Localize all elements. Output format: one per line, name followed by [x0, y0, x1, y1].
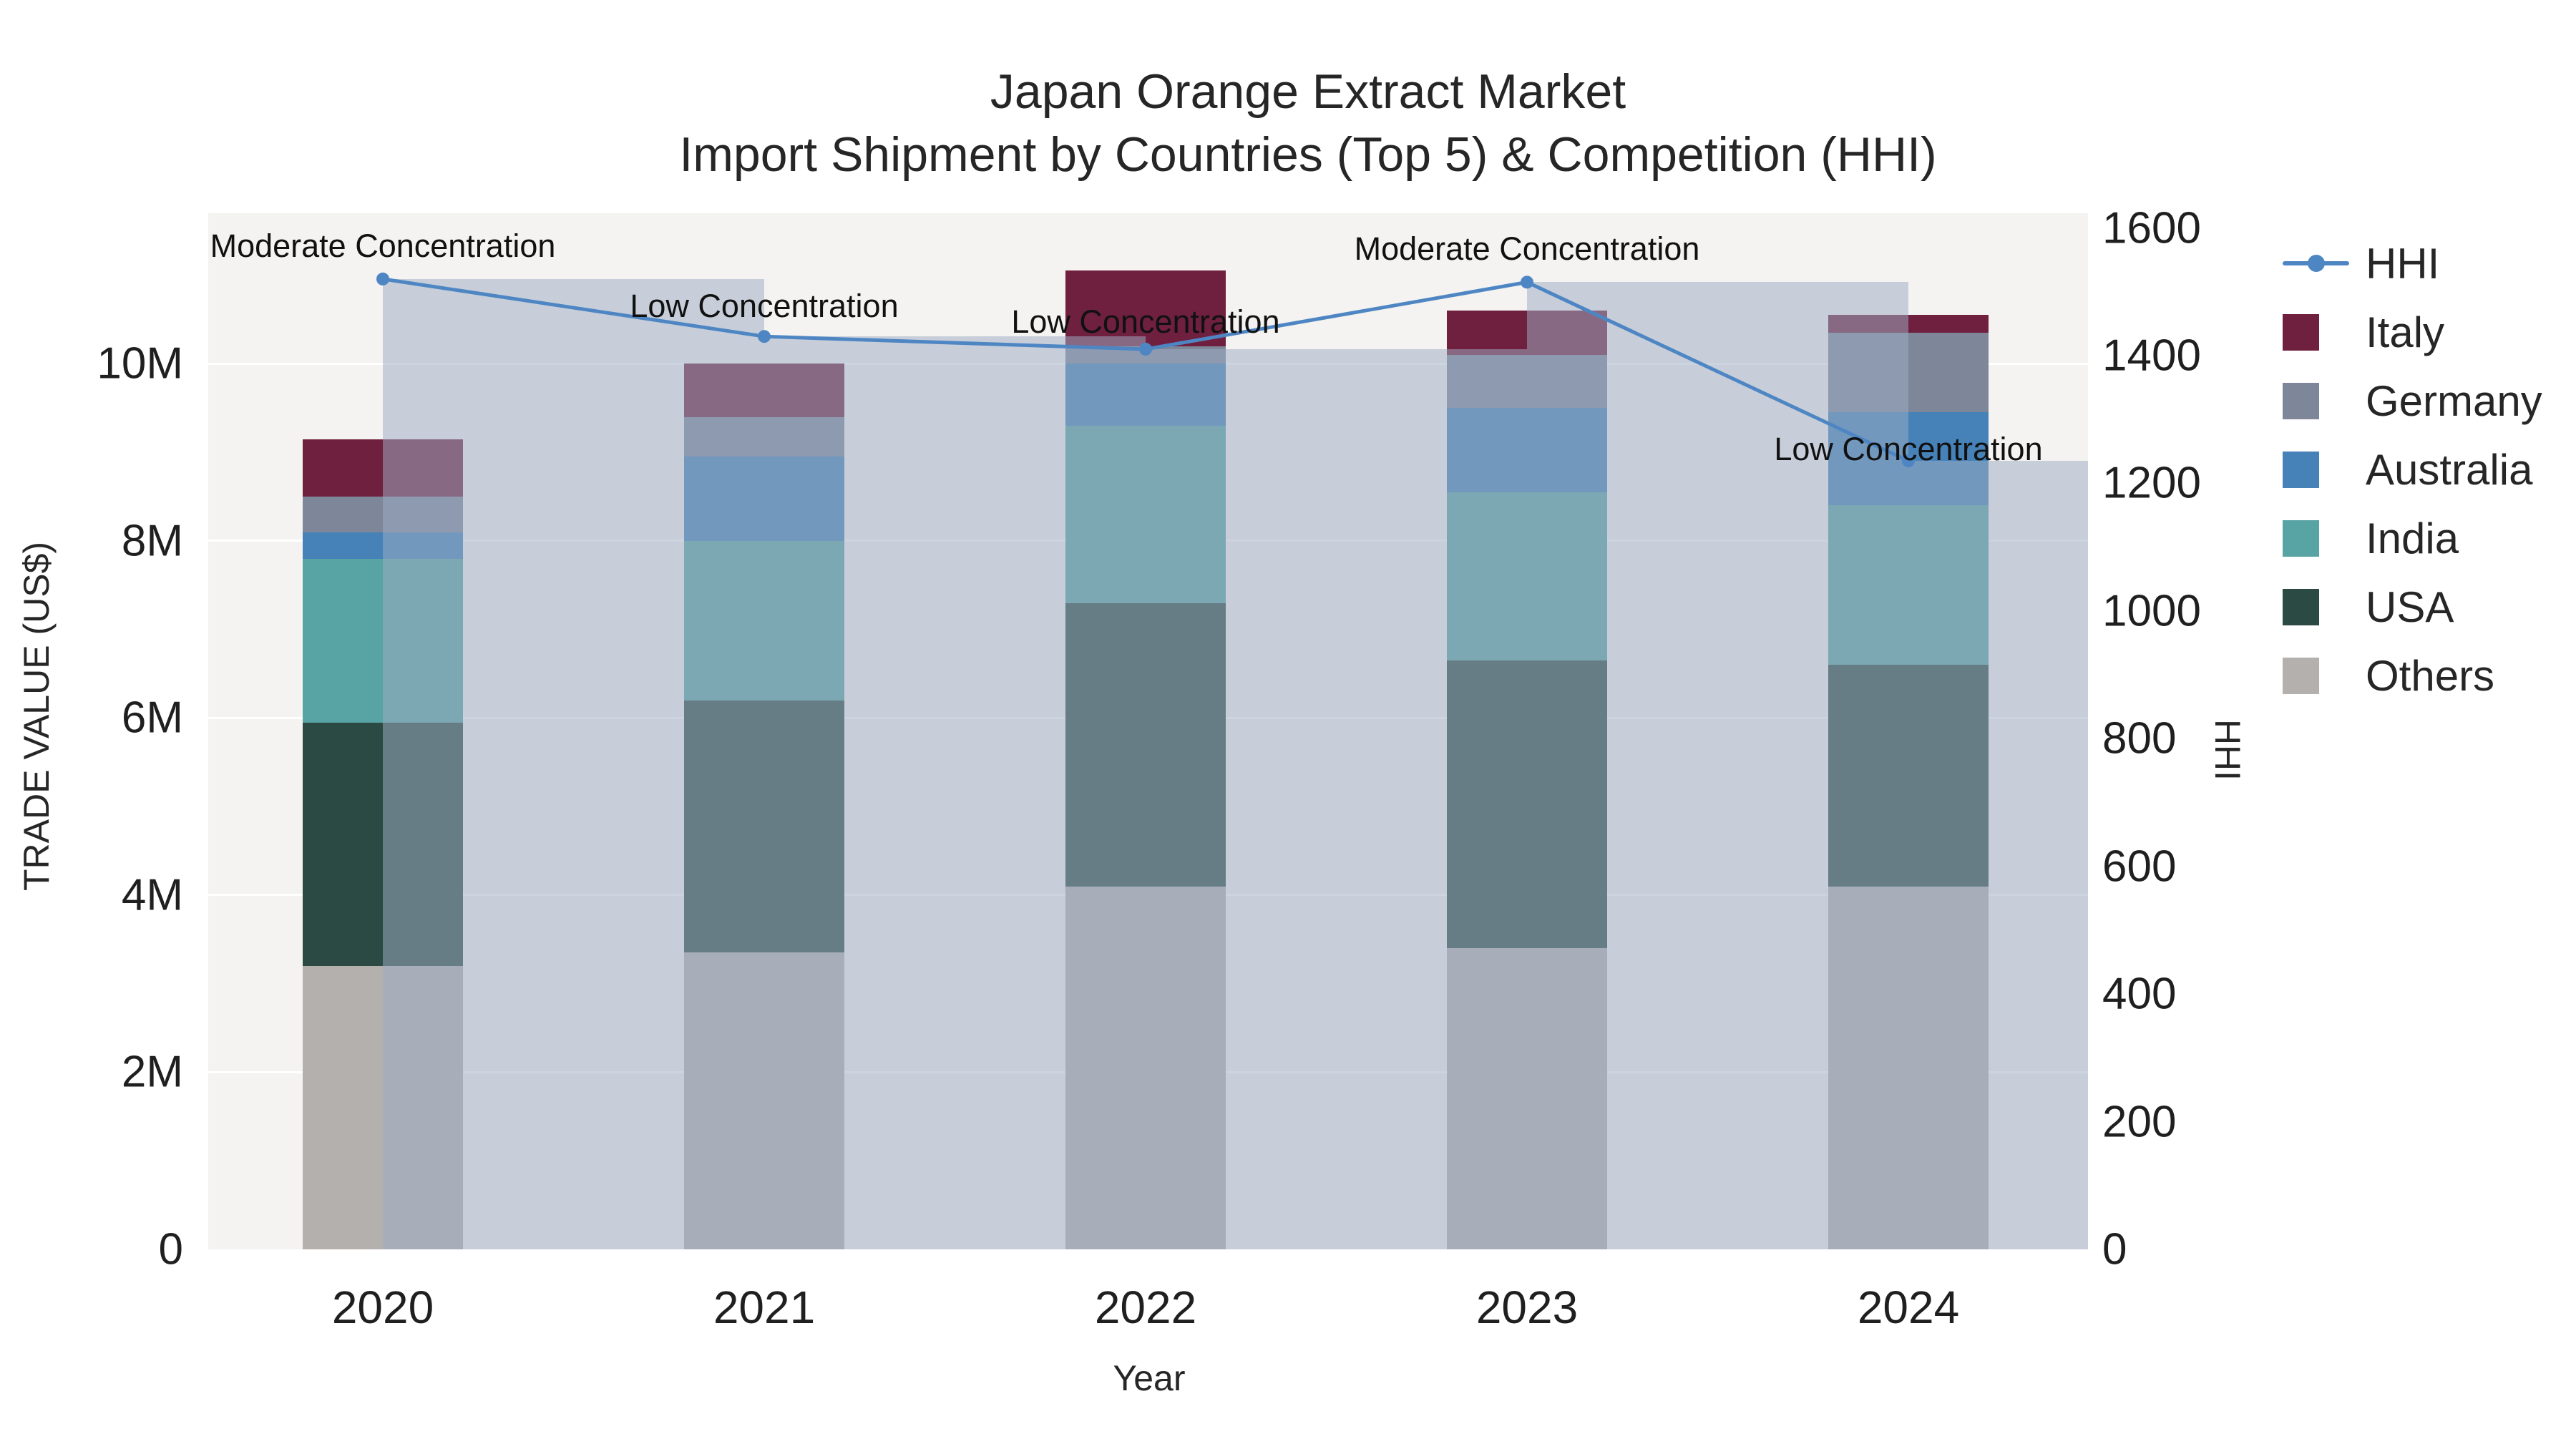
legend-label-usa: USA	[2366, 582, 2454, 631]
y-axis-right-tick-label: 1600	[2102, 203, 2201, 253]
bar-segment-italy	[1065, 270, 1226, 346]
y-axis-title-left: TRADE VALUE (US$)	[16, 541, 57, 892]
others-swatch-icon	[2283, 657, 2366, 694]
y-axis-right-tick-label: 400	[2102, 969, 2177, 1019]
legend-label-others: Others	[2366, 651, 2495, 700]
india-swatch-icon	[2283, 519, 2366, 557]
x-axis-tick-label: 2022	[1094, 1282, 1197, 1333]
concentration-annotation: Low Concentration	[1774, 431, 2043, 468]
legend: HHI Italy Germany Australia India USA Ot…	[2283, 229, 2542, 710]
y-axis-left-tick-label: 6M	[121, 693, 183, 743]
germany-swatch-icon	[2283, 382, 2366, 419]
legend-label-india: India	[2366, 514, 2459, 562]
legend-label-australia: Australia	[2366, 445, 2533, 494]
chart-title: Japan Orange Extract Market Import Shipm…	[40, 60, 2576, 186]
concentration-annotation: Moderate Concentration	[210, 227, 556, 264]
y-axis-right-tick-label: 600	[2102, 841, 2177, 892]
y-axis-left-tick-label: 4M	[121, 870, 183, 920]
y-axis-right-tick-label: 200	[2102, 1097, 2177, 1147]
x-axis-title: Year	[1113, 1358, 1186, 1398]
italy-swatch-icon	[2283, 313, 2366, 351]
concentration-annotation: Low Concentration	[630, 288, 899, 325]
y-axis-right-tick-label: 800	[2102, 713, 2177, 763]
legend-item-germany[interactable]: Germany	[2283, 366, 2542, 435]
legend-label-hhi: HHI	[2366, 239, 2440, 288]
hhi-overlay-bar	[1908, 461, 2088, 1249]
y-axis-right-tick-label: 0	[2102, 1224, 2127, 1274]
x-axis-tick-label: 2024	[1857, 1282, 1960, 1333]
y-axis-left-tick-label: 0	[158, 1224, 183, 1274]
legend-item-australia[interactable]: Australia	[2283, 435, 2542, 504]
x-axis-tick-label: 2021	[713, 1282, 816, 1333]
hhi-overlay-bar	[1527, 282, 1908, 1249]
hhi-line-icon	[2283, 255, 2366, 272]
hhi-overlay-bar	[764, 336, 1146, 1249]
y-axis-left-tick-label: 2M	[121, 1047, 183, 1097]
hhi-overlay-bar	[383, 278, 764, 1249]
hhi-overlay-bar	[1146, 349, 1527, 1249]
y-axis-left-tick-label: 10M	[97, 338, 183, 389]
hhi-marker	[1139, 343, 1152, 356]
legend-item-hhi[interactable]: HHI	[2283, 229, 2542, 298]
australia-swatch-icon	[2283, 451, 2366, 488]
concentration-annotation: Low Concentration	[1011, 303, 1280, 341]
y-axis-right-tick-label: 1400	[2102, 331, 2201, 381]
legend-item-usa[interactable]: USA	[2283, 572, 2542, 641]
legend-item-italy[interactable]: Italy	[2283, 298, 2542, 366]
chart-title-line1: Japan Orange Extract Market	[990, 64, 1626, 119]
y-axis-right-tick-label: 1200	[2102, 458, 2201, 508]
x-axis-tick-label: 2023	[1475, 1282, 1579, 1333]
usa-swatch-icon	[2283, 588, 2366, 625]
hhi-marker	[1902, 454, 1915, 468]
legend-item-others[interactable]: Others	[2283, 641, 2542, 710]
hhi-marker	[1521, 275, 1533, 289]
hhi-marker	[376, 272, 389, 286]
hhi-marker	[758, 330, 771, 343]
legend-label-germany: Germany	[2366, 376, 2542, 425]
y-axis-left-tick-label: 8M	[121, 516, 183, 566]
y-axis-right-tick-label: 1000	[2102, 586, 2201, 636]
concentration-annotation: Moderate Concentration	[1354, 230, 1700, 268]
legend-item-india[interactable]: India	[2283, 504, 2542, 572]
legend-label-italy: Italy	[2366, 308, 2445, 356]
x-axis-tick-label: 2020	[331, 1282, 434, 1333]
chart-title-line2: Import Shipment by Countries (Top 5) & C…	[679, 127, 1937, 182]
y-axis-title-right: HHI	[2207, 718, 2248, 781]
